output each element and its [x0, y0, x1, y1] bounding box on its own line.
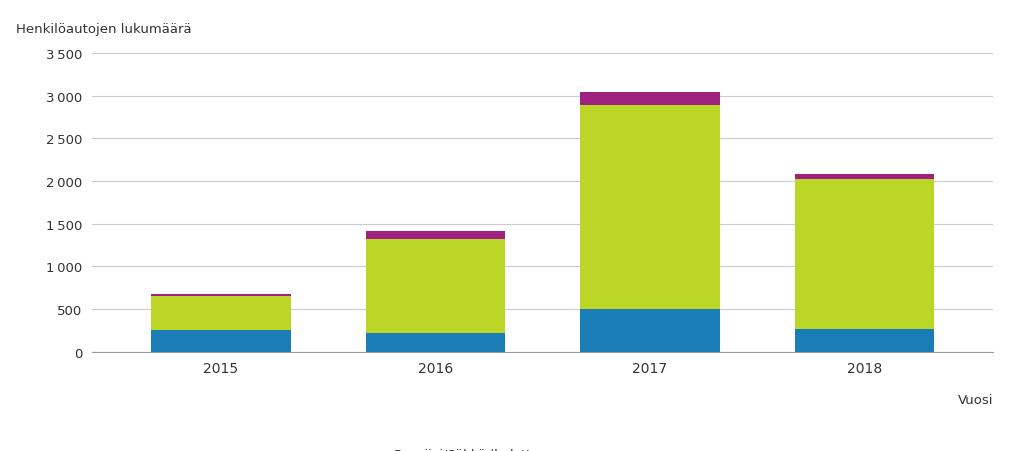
Bar — [795, 180, 934, 330]
Bar — [581, 309, 720, 352]
Bar — [152, 331, 291, 352]
Bar — [152, 296, 291, 331]
Text: Henkilöautojen lukumäärä: Henkilöautojen lukumäärä — [15, 23, 191, 36]
Bar — [366, 239, 505, 333]
Bar — [581, 106, 720, 309]
Bar — [795, 330, 934, 352]
Bar — [366, 333, 505, 352]
Text: Vuosi: Vuosi — [957, 393, 993, 406]
Bar — [366, 231, 505, 239]
Bar — [152, 295, 291, 296]
Bar — [581, 93, 720, 106]
Legend: Sähkö, Bensiini/Sähkö (ladattava
hybridi), Diesel/Sähkö (ladattava hybridi): Sähkö, Bensiini/Sähkö (ladattava hybridi… — [285, 442, 801, 451]
Bar — [795, 175, 934, 180]
